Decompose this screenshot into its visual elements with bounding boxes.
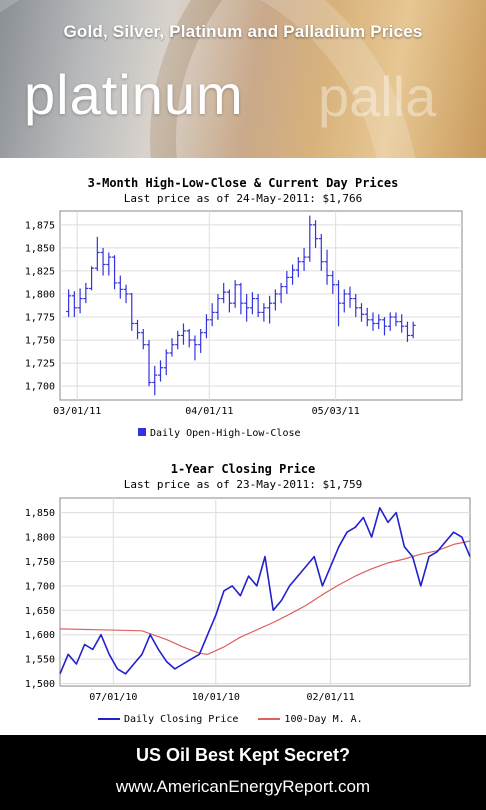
chart1-subtitle: Last price as of 24-May-2011: $1,766 bbox=[123, 192, 363, 205]
c1-ytick-label: 1,875 bbox=[25, 220, 55, 231]
c2-ytick-label: 1,800 bbox=[25, 533, 55, 544]
banner-word-platinum: platinum bbox=[24, 63, 244, 126]
c2-xtick-label: 10/01/10 bbox=[192, 692, 240, 703]
legend-label-closing: Daily Closing Price bbox=[124, 714, 239, 725]
chart1-title: 3-Month High-Low-Close & Current Day Pri… bbox=[87, 176, 399, 190]
legend-line-ma bbox=[258, 718, 281, 720]
legend-label-ohlc: Daily Open-High-Low-Close bbox=[150, 428, 301, 439]
c1-ytick-label: 1,775 bbox=[25, 313, 55, 324]
c1-xtick-label: 03/01/11 bbox=[53, 406, 101, 417]
c1-ytick-label: 1,825 bbox=[25, 266, 55, 277]
c1-plot-frame bbox=[59, 210, 463, 401]
c2-ytick-label: 1,750 bbox=[25, 557, 55, 568]
c1-xtick-label: 05/03/11 bbox=[312, 406, 360, 417]
c2-ytick-label: 1,650 bbox=[25, 606, 55, 617]
c2-ytick-label: 1,850 bbox=[25, 508, 55, 519]
c2-xtick-label: 02/01/11 bbox=[307, 692, 355, 703]
footer-ad[interactable]: US Oil Best Kept Secret? www.AmericanEne… bbox=[0, 735, 486, 810]
banner-word-ghost: palla bbox=[318, 65, 437, 128]
footer-headline: US Oil Best Kept Secret? bbox=[135, 745, 351, 765]
c1-ytick-label: 1,850 bbox=[25, 243, 55, 254]
c2-ytick-label: 1,550 bbox=[25, 655, 55, 666]
c1-xtick-label: 04/01/11 bbox=[185, 406, 233, 417]
c2-ytick-label: 1,700 bbox=[25, 581, 55, 592]
chart2-subtitle: Last price as of 23-May-2011: $1,759 bbox=[123, 478, 363, 491]
c2-ytick-label: 1,600 bbox=[25, 630, 55, 641]
legend-swatch-ohlc bbox=[138, 428, 146, 436]
c1-ytick-label: 1,800 bbox=[25, 289, 55, 300]
chart1-legend: Daily Open-High-Low-Close bbox=[138, 428, 301, 439]
chart2-legend: Daily Closing Price 100-Day M. A. bbox=[98, 714, 363, 725]
c2-plot-frame bbox=[59, 497, 471, 687]
banner-title: Gold, Silver, Platinum and Palladium Pri… bbox=[63, 22, 423, 41]
legend-line-closing bbox=[98, 718, 120, 720]
c2-ytick-label: 1,500 bbox=[25, 679, 55, 690]
moving-average-line bbox=[59, 540, 471, 655]
c1-ytick-label: 1,750 bbox=[25, 336, 55, 347]
c1-ytick-label: 1,725 bbox=[25, 359, 55, 370]
c2-xtick-label: 07/01/10 bbox=[89, 692, 137, 703]
c1-ytick-label: 1,700 bbox=[25, 382, 55, 393]
closing-chart: 1,500 1,550 1,600 1,650 1,700 1,750 1,800 1,850… bbox=[25, 497, 471, 703]
legend-label-ma: 100-Day M. A. bbox=[284, 714, 363, 725]
closing-price-line bbox=[59, 506, 471, 675]
chart2-title: 1-Year Closing Price bbox=[170, 462, 316, 476]
banner: Gold, Silver, Platinum and Palladium Pri… bbox=[0, 0, 486, 158]
footer-link[interactable]: www.AmericanEnergyReport.com bbox=[115, 777, 371, 796]
ohlc-chart: 1,700 1,725 1,750 1,775 1,800 1,825 1,850 1,875… bbox=[25, 210, 463, 417]
